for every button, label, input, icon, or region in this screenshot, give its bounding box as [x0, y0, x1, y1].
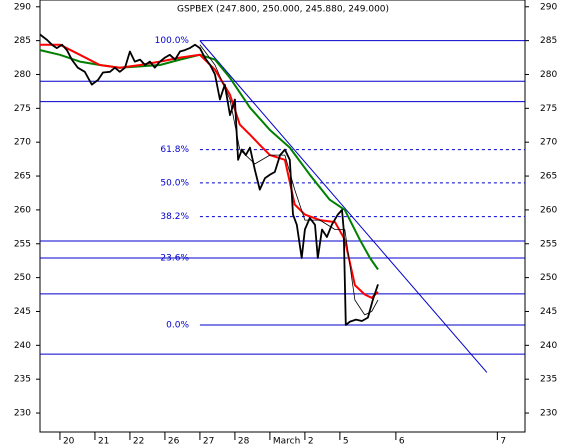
y2-tick-label: 250	[540, 273, 557, 283]
x-tick-label: 6	[399, 437, 405, 447]
y2-tick-label: 275	[540, 104, 557, 114]
y-tick-label: 245	[14, 307, 31, 317]
y2-tick-label: 260	[540, 205, 557, 215]
x-tick-label: 2	[308, 437, 314, 447]
y2-tick-label: 280	[540, 70, 557, 80]
x-tick-label: 5	[343, 437, 349, 447]
x-tick-label: 21	[98, 437, 109, 447]
y-tick-label: 240	[14, 341, 31, 351]
plot-frame	[39, 0, 526, 433]
y-tick-label: 255	[14, 239, 31, 249]
x-tick-label: 7	[500, 437, 506, 447]
x-tick-label: 20	[63, 437, 75, 447]
y-tick-label: 280	[14, 70, 31, 80]
fib-label: 0.0%	[166, 321, 189, 331]
price-line	[39, 33, 379, 326]
trend-line	[199, 40, 488, 373]
fib-label: 61.8%	[160, 145, 189, 155]
y2-tick-label: 265	[540, 172, 557, 182]
fib-label: 100.0%	[155, 36, 190, 46]
y2-tick-label: 245	[540, 307, 557, 317]
x-tick-label: 28	[238, 437, 250, 447]
chart-title: GSPBEX (247.800, 250.000, 245.880, 249.0…	[177, 5, 389, 15]
y2-tick-label: 285	[540, 36, 557, 46]
x-tick-label: 26	[168, 437, 180, 447]
y2-tick-label: 240	[540, 341, 557, 351]
y-tick-label: 230	[14, 409, 31, 419]
y-tick-label: 275	[14, 104, 31, 114]
y-tick-label: 285	[14, 36, 31, 46]
fib-label: 50.0%	[160, 178, 189, 188]
y2-tick-label: 230	[540, 409, 557, 419]
x-tick-label: 22	[133, 437, 144, 447]
price-line	[199, 44, 379, 316]
y-tick-label: 265	[14, 172, 31, 182]
y2-tick-label: 270	[540, 138, 557, 148]
y-tick-label: 270	[14, 138, 31, 148]
y2-tick-label: 235	[540, 375, 557, 385]
y-tick-label: 260	[14, 205, 31, 215]
y-tick-label: 250	[14, 273, 31, 283]
x-tick-label: March	[273, 437, 300, 447]
x-tick-label: 27	[203, 437, 214, 447]
y-tick-label: 235	[14, 375, 31, 385]
y2-tick-label: 290	[540, 2, 557, 12]
y2-tick-label: 255	[540, 239, 557, 249]
fib-label: 38.2%	[160, 212, 189, 222]
y-tick-label: 290	[14, 2, 31, 12]
fib-label: 23.6%	[160, 253, 189, 263]
